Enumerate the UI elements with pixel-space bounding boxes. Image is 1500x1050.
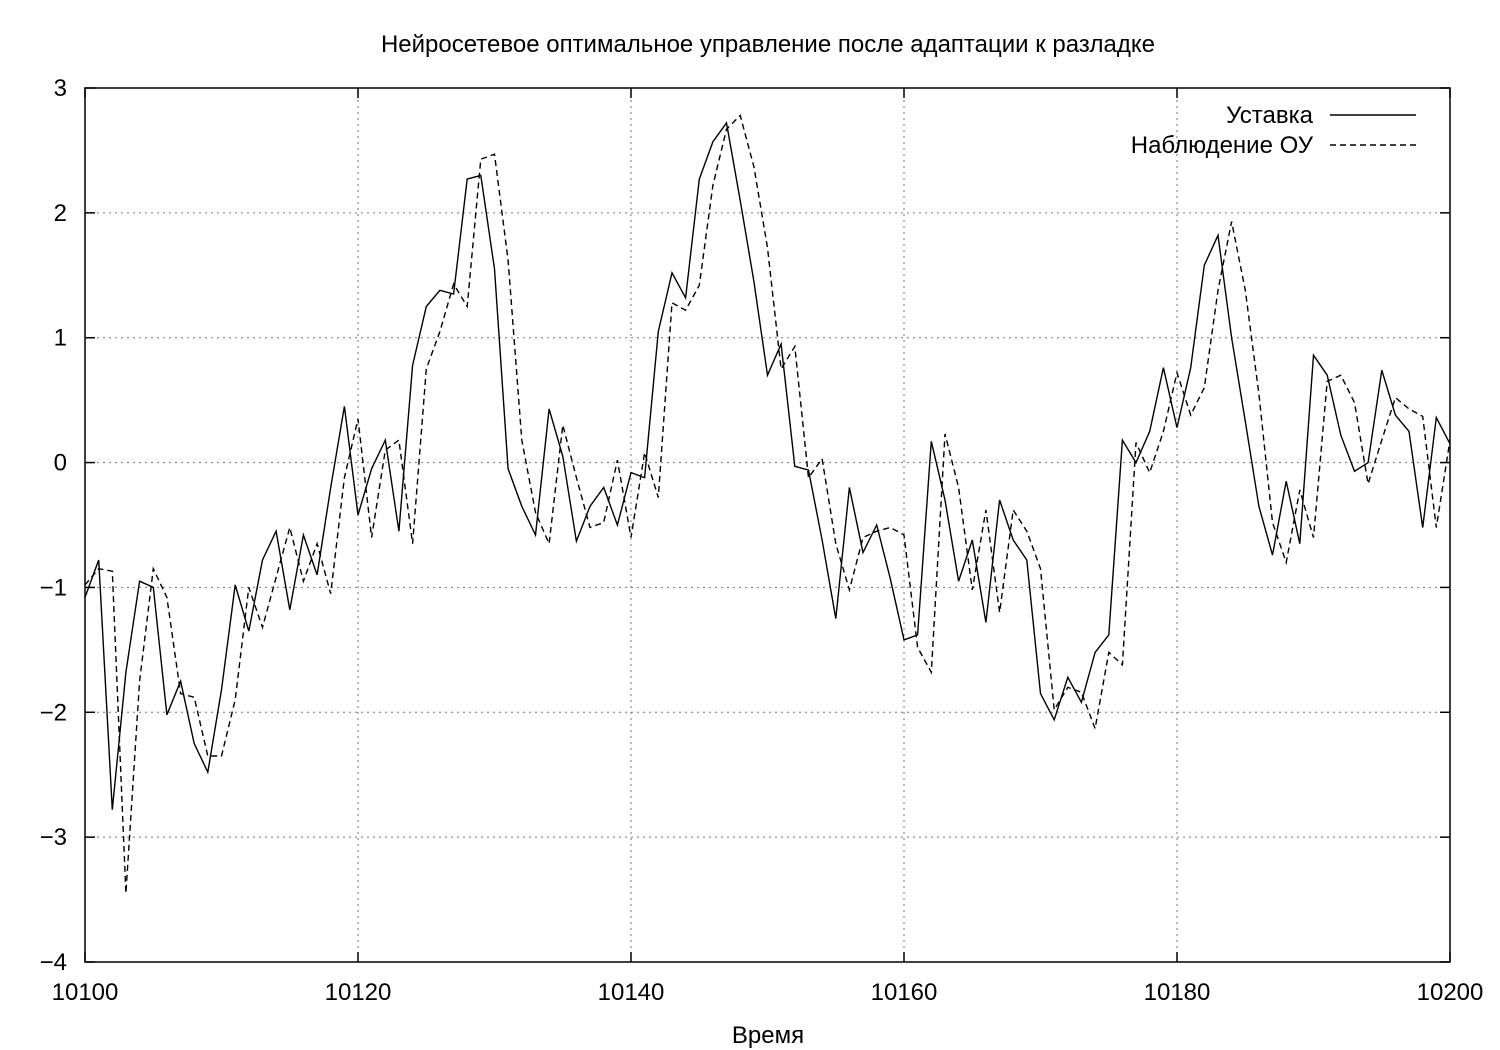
y-tick-label: 2 (54, 200, 67, 227)
x-tick-label: 10120 (325, 979, 392, 1006)
x-tick-label: 10140 (598, 979, 665, 1006)
plot-frame (84, 87, 1451, 963)
y-tick-label: 0 (54, 450, 67, 477)
legend: Уставка Наблюдение ОУ (1131, 102, 1416, 159)
y-tick-label: −1 (40, 574, 67, 601)
tick-labels: 10100 10120 10140 10160 10180 10200 −4 −3 −2 −1 0 1… (40, 75, 1484, 1006)
chart-title: Нейросетевое оптимальное управление посл… (381, 31, 1155, 58)
series-lines (84, 114, 1451, 894)
legend-label-1: Уставка (1226, 102, 1313, 129)
y-tick-label: 3 (54, 75, 67, 102)
y-tick-label: −3 (40, 824, 67, 851)
series-line-2 (84, 114, 1451, 894)
x-axis-title: Время (732, 1022, 804, 1049)
x-tick-label: 10200 (1417, 979, 1484, 1006)
series-line-1 (84, 121, 1451, 810)
y-tick-label: 1 (54, 325, 67, 352)
axis-ticks (84, 87, 1451, 963)
x-tick-label: 10160 (871, 979, 938, 1006)
y-tick-label: −2 (40, 699, 67, 726)
y-tick-label: −4 (40, 949, 67, 976)
grid-lines (85, 88, 1450, 962)
x-tick-label: 10180 (1144, 979, 1211, 1006)
x-tick-label: 10100 (52, 979, 119, 1006)
legend-label-2: Наблюдение ОУ (1131, 132, 1314, 159)
